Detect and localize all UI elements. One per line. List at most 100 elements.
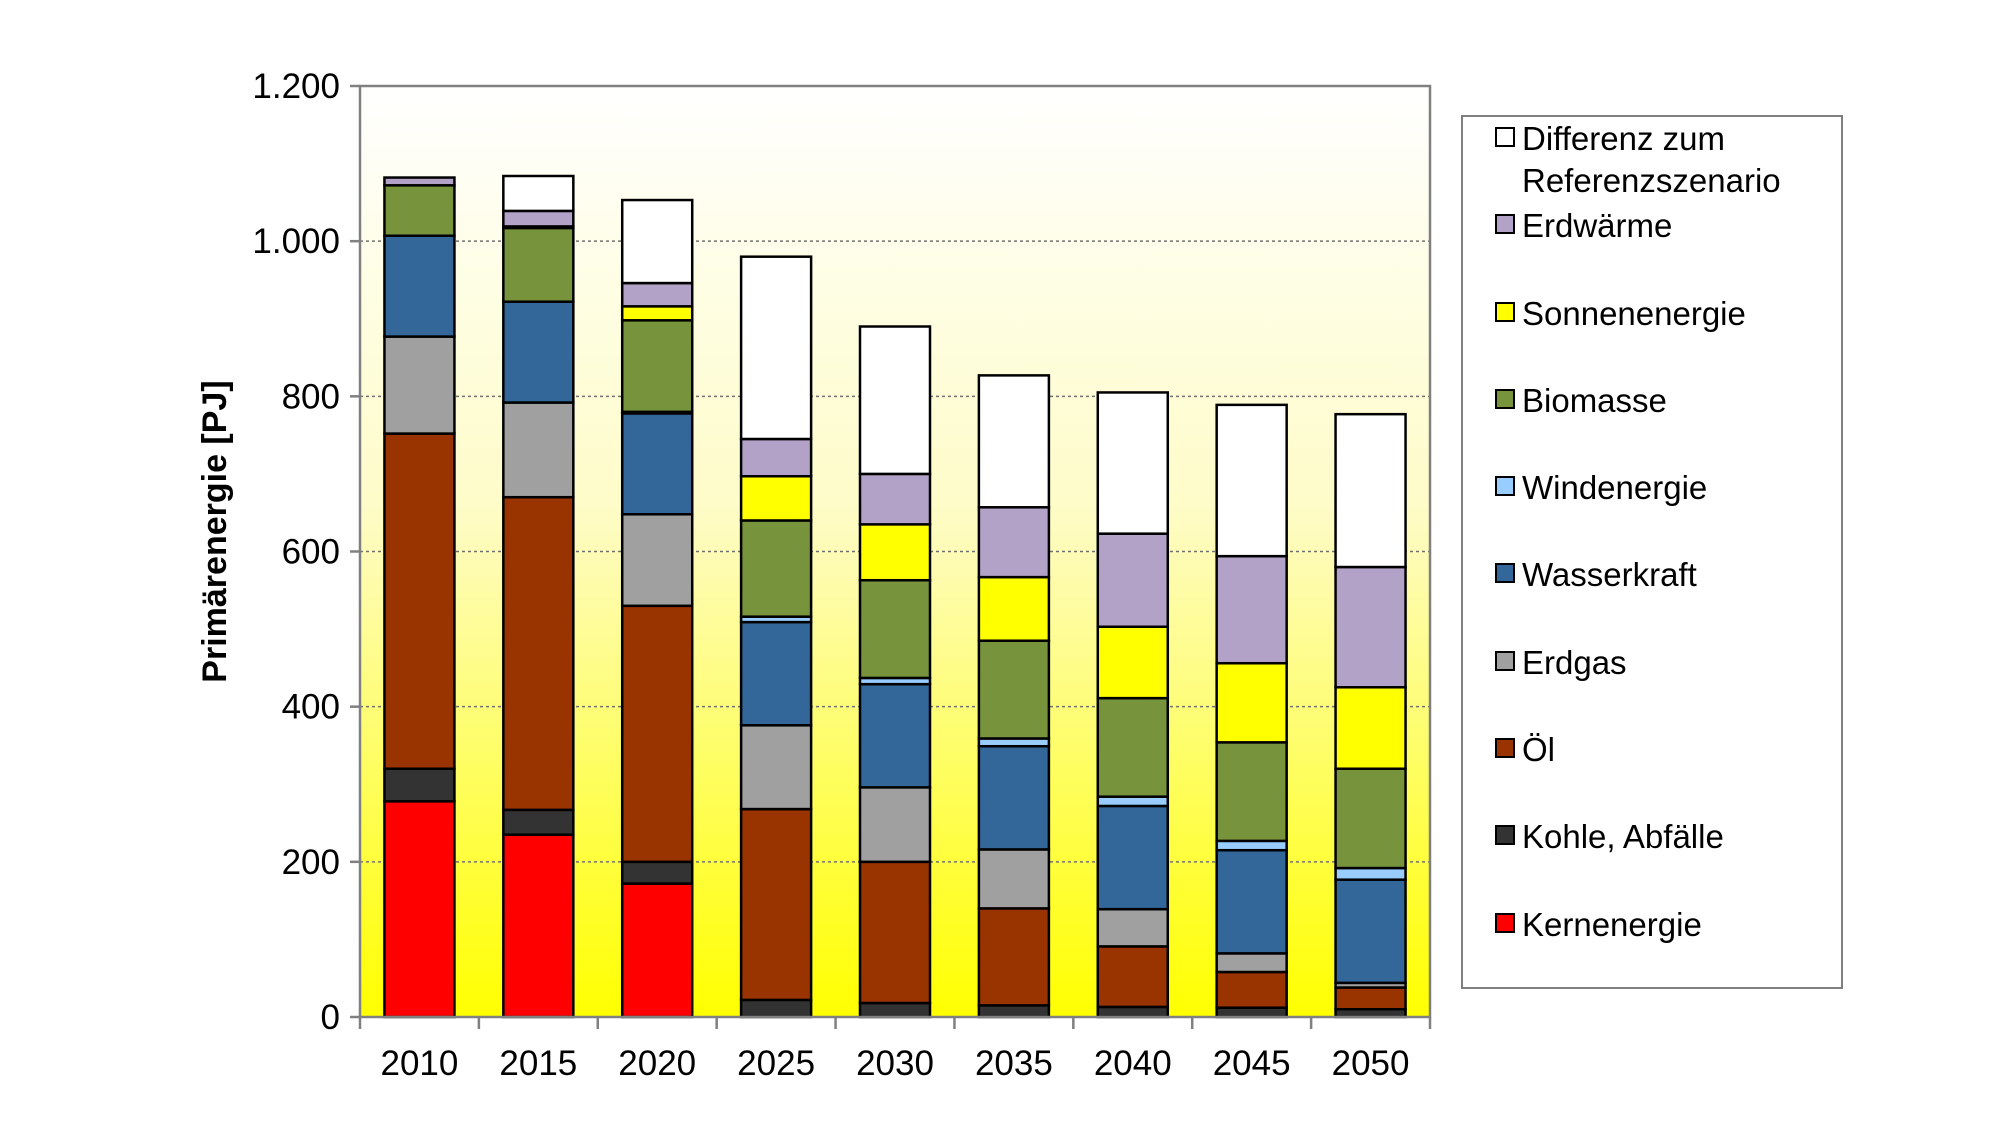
- bar-segment: [739, 519, 813, 618]
- bar-segment: [1334, 878, 1407, 985]
- bar-segment: [977, 744, 1051, 851]
- legend-swatch: [1495, 913, 1515, 933]
- legend-swatch: [1495, 738, 1515, 758]
- bar-segment: [1215, 839, 1288, 852]
- bar-segment: [1096, 532, 1170, 629]
- legend-label: Referenzszenario: [1522, 162, 1781, 199]
- bar-segment: [620, 319, 694, 414]
- bar-segment: [977, 848, 1051, 910]
- bar-segment: [739, 255, 813, 441]
- bar-segment: [858, 325, 932, 476]
- bar-segment: [1215, 403, 1288, 558]
- bar-segment: [1096, 696, 1170, 798]
- x-tick-label: 2030: [856, 1044, 934, 1083]
- legend-swatch: [1495, 214, 1515, 234]
- x-tick-label: 2010: [381, 1044, 459, 1083]
- bar-segment: [383, 184, 456, 237]
- bar-segment: [858, 860, 932, 1005]
- x-tick-label: 2015: [499, 1044, 577, 1083]
- bar-segment: [502, 300, 575, 404]
- bar-segment: [620, 412, 694, 516]
- bar-segment: [858, 682, 932, 789]
- bar-segment: [858, 472, 932, 526]
- legend-swatch: [1495, 563, 1515, 583]
- y-tick-label: 1.000: [252, 222, 340, 261]
- x-tick-label: 2050: [1332, 1044, 1410, 1083]
- legend-swatch: [1495, 127, 1515, 147]
- bar-segment: [739, 807, 813, 1002]
- bar-segment: [1215, 741, 1288, 843]
- bar-segment: [858, 786, 932, 864]
- y-tick-label: 800: [282, 377, 340, 416]
- bar-segment: [620, 604, 694, 864]
- legend-swatch: [1495, 651, 1515, 671]
- bar-segment: [383, 335, 456, 435]
- legend-label: Erdwärme: [1522, 207, 1672, 244]
- bar-segment: [383, 432, 456, 770]
- legend-swatch: [1495, 302, 1515, 322]
- legend-label: Sonnenenergie: [1522, 295, 1746, 332]
- legend-label: Kernenergie: [1522, 906, 1702, 943]
- x-tick-label: 2040: [1094, 1044, 1172, 1083]
- bar-segment: [502, 174, 575, 213]
- bar-segment: [739, 998, 813, 1019]
- legend-label: Erdgas: [1522, 644, 1627, 681]
- bar-segment: [739, 724, 813, 811]
- bar-segment: [858, 1001, 932, 1019]
- bar-segment: [858, 578, 932, 680]
- y-tick-label: 600: [282, 533, 340, 572]
- bar-segment: [1215, 554, 1288, 665]
- bar-segment: [1334, 986, 1407, 1011]
- bar-segment: [739, 437, 813, 478]
- bar-segment: [620, 513, 694, 608]
- bar-segment: [383, 234, 456, 338]
- legend-swatch: [1495, 389, 1515, 409]
- legend-label: Wasserkraft: [1522, 556, 1697, 593]
- bar-segment: [977, 506, 1051, 579]
- bar-segment: [1096, 907, 1170, 948]
- bar-segment: [1334, 767, 1407, 870]
- legend-label: Windenergie: [1522, 469, 1707, 506]
- bar-segment: [502, 401, 575, 499]
- y-tick-label: 1.200: [252, 67, 340, 106]
- bar-segment: [1096, 804, 1170, 911]
- bar-segment: [620, 882, 694, 1019]
- bar-segment: [502, 808, 575, 836]
- bar-segment: [977, 639, 1051, 740]
- legend-label: Biomasse: [1522, 382, 1667, 419]
- legend-label: Öl: [1522, 731, 1555, 768]
- bar-segment: [739, 620, 813, 727]
- bar-segment: [502, 226, 575, 303]
- x-tick-label: 2025: [737, 1044, 815, 1083]
- bar-segment: [1215, 661, 1288, 744]
- bar-segment: [1334, 686, 1407, 770]
- bar-segment: [977, 907, 1051, 1007]
- bar-segment: [620, 860, 694, 885]
- x-tick-label: 2045: [1213, 1044, 1291, 1083]
- axes: 0 200 400 600 800 1.000 1.200 2010 2015 2020 2025 2…: [252, 67, 1432, 1083]
- y-tick-label: 200: [282, 843, 340, 882]
- x-tick-label: 2020: [618, 1044, 696, 1083]
- bar-segment: [1096, 625, 1170, 700]
- y-tick-label: 400: [282, 688, 340, 727]
- bar-segment: [1215, 952, 1288, 974]
- bar-segment: [1215, 970, 1288, 1009]
- bar-segment: [1096, 945, 1170, 1009]
- bar-segment: [1334, 412, 1407, 569]
- legend: Differenz zum Referenzszenario Erdwärme Son…: [1461, 115, 1843, 989]
- bar-segment: [383, 767, 456, 803]
- bar-segment: [977, 1004, 1051, 1019]
- bar-segment: [620, 305, 694, 322]
- bar-segment: [1334, 565, 1407, 689]
- bar-segment: [1096, 1005, 1170, 1019]
- bar-segment: [1096, 391, 1170, 535]
- bar-segment: [977, 374, 1051, 509]
- legend-swatch: [1495, 476, 1515, 496]
- bar-segment: [502, 833, 575, 1019]
- bar-segment: [620, 281, 694, 308]
- bars: [383, 174, 1407, 1019]
- bar-segment: [739, 474, 813, 522]
- bar-segment: [1215, 1006, 1288, 1019]
- bar-segment: [620, 198, 694, 285]
